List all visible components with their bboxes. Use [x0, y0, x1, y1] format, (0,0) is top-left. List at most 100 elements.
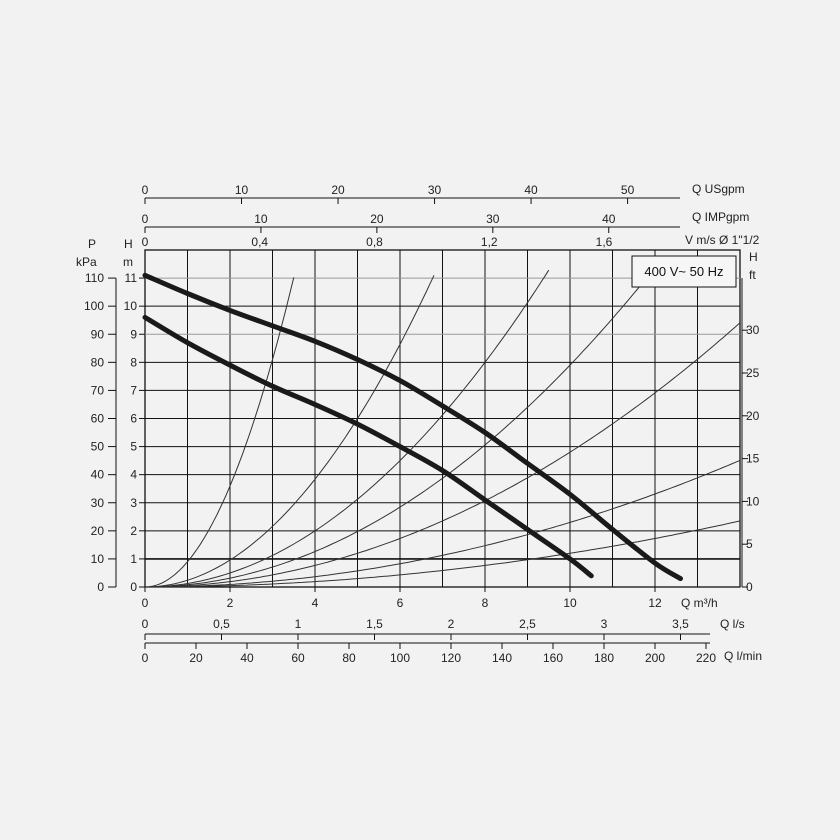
- y-tick-label: 3: [130, 496, 137, 510]
- y-tick-label: 2: [130, 524, 137, 538]
- ls-axis-tick-label: 3,5: [672, 617, 689, 631]
- feet-axis-label-unit: ft: [749, 268, 756, 282]
- y-axis-label-unit: m: [123, 255, 133, 269]
- x-tick-label: 8: [482, 596, 489, 610]
- usgpm-axis-tick-label: 50: [621, 183, 635, 197]
- usgpm-axis-label: Q USgpm: [692, 182, 745, 196]
- x-tick-label: 0: [142, 596, 149, 610]
- system-curve: [145, 520, 741, 588]
- pressure-tick-label: 110: [85, 271, 104, 285]
- legend-box: 400 V~ 50 Hz: [631, 255, 737, 288]
- pressure-tick-label: 20: [91, 524, 105, 538]
- pressure-axis-label-unit: kPa: [76, 255, 97, 269]
- x-tick-label: 6: [397, 596, 404, 610]
- system-curve: [144, 275, 435, 588]
- lmin-axis-tick-label: 80: [342, 651, 356, 665]
- axes: 0 2 4 6 8 10 120123456789101101020304050607080…: [84, 183, 760, 665]
- lmin-axis-tick-label: 140: [492, 651, 512, 665]
- ls-axis-label: Q l/s: [720, 617, 745, 631]
- pressure-axis-label-top: P: [88, 237, 96, 251]
- grid: [144, 249, 741, 588]
- y-tick-label: 0: [130, 580, 137, 594]
- lmin-axis-tick-label: 180: [594, 651, 614, 665]
- lmin-axis-tick-label: 200: [645, 651, 665, 665]
- usgpm-axis-tick-label: 10: [235, 183, 249, 197]
- y-tick-label: 11: [125, 271, 138, 285]
- y-tick-label: 9: [130, 327, 137, 341]
- ls-axis-tick-label: 0: [142, 617, 149, 631]
- lmin-axis-tick-label: 220: [696, 651, 716, 665]
- velocity-axis-tick-label: 0,8: [366, 235, 383, 249]
- y-tick-label: 1: [130, 552, 137, 566]
- pressure-tick-label: 60: [91, 412, 105, 426]
- velocity-axis-tick-label: 0: [142, 235, 149, 249]
- system-curves: [144, 269, 741, 588]
- impgpm-axis-label: Q IMPgpm: [692, 210, 749, 224]
- y-tick-label: 7: [130, 383, 137, 397]
- y-tick-label: 10: [124, 299, 138, 313]
- pressure-tick-label: 40: [91, 468, 105, 482]
- system-curve: [145, 272, 652, 588]
- lmin-axis-label: Q l/min: [724, 649, 762, 663]
- velocity-axis-label: V m/s Ø 1"1/2: [685, 233, 760, 247]
- x-tick-label: 2: [227, 596, 234, 610]
- performance-curve-1: [142, 272, 683, 582]
- ls-axis-tick-label: 1: [295, 617, 302, 631]
- velocity-axis-tick-label: 1,6: [596, 235, 613, 249]
- velocity-axis-tick-label: 1,2: [481, 235, 498, 249]
- pressure-tick-label: 30: [91, 496, 105, 510]
- performance-curves: [142, 272, 683, 582]
- lmin-axis-tick-label: 40: [240, 651, 254, 665]
- impgpm-axis-tick-label: 20: [370, 212, 384, 226]
- lmin-axis-tick-label: 120: [441, 651, 461, 665]
- ls-axis-tick-label: 2: [448, 617, 455, 631]
- pressure-tick-label: 90: [91, 327, 105, 341]
- impgpm-axis-tick-label: 10: [254, 212, 268, 226]
- pressure-tick-label: 100: [84, 299, 104, 313]
- system-curve: [144, 277, 295, 588]
- y-tick-label: 4: [130, 468, 137, 482]
- impgpm-axis-tick-label: 40: [602, 212, 616, 226]
- lmin-axis-tick-label: 160: [543, 651, 563, 665]
- lmin-axis-tick-label: 20: [189, 651, 203, 665]
- usgpm-axis-tick-label: 30: [428, 183, 442, 197]
- impgpm-axis-tick-label: 0: [142, 212, 149, 226]
- velocity-axis-tick-label: 0,4: [251, 235, 268, 249]
- performance-curve-2: [142, 314, 594, 579]
- feet-axis-label-top: H: [749, 250, 758, 264]
- usgpm-axis-tick-label: 0: [142, 183, 149, 197]
- usgpm-axis-tick-label: 20: [331, 183, 345, 197]
- system-curve: [145, 322, 741, 588]
- y-axis-label-top: H: [124, 237, 133, 251]
- ls-axis-tick-label: 1,5: [366, 617, 383, 631]
- feet-tick-label: 0: [746, 580, 753, 594]
- x-tick-label: 4: [312, 596, 319, 610]
- pressure-tick-label: 0: [97, 580, 104, 594]
- lmin-axis-tick-label: 100: [390, 651, 410, 665]
- pressure-tick-label: 70: [91, 383, 105, 397]
- impgpm-axis-tick-label: 30: [486, 212, 500, 226]
- legend-text: 400 V~ 50 Hz: [644, 264, 723, 279]
- pressure-tick-label: 50: [91, 440, 105, 454]
- system-curve: [145, 269, 550, 588]
- lmin-axis-tick-label: 0: [142, 651, 149, 665]
- y-tick-label: 6: [130, 412, 137, 426]
- ls-axis-tick-label: 3: [601, 617, 608, 631]
- lmin-axis-tick-label: 60: [291, 651, 305, 665]
- ls-axis-tick-label: 2,5: [519, 617, 536, 631]
- feet-tick-label: 15: [746, 452, 760, 466]
- feet-tick-label: 25: [746, 366, 760, 380]
- x-tick-label: 10: [563, 596, 577, 610]
- x-tick-label: 12: [648, 596, 662, 610]
- x-axis-label: Q m³/h: [681, 596, 718, 610]
- y-tick-label: 8: [130, 355, 137, 369]
- feet-tick-label: 5: [746, 537, 753, 551]
- y-tick-label: 5: [130, 440, 137, 454]
- feet-tick-label: 10: [746, 494, 760, 508]
- usgpm-axis-tick-label: 40: [524, 183, 538, 197]
- pressure-tick-label: 10: [91, 552, 105, 566]
- feet-tick-label: 30: [746, 323, 760, 337]
- system-curve: [145, 459, 741, 588]
- pressure-tick-label: 80: [91, 355, 105, 369]
